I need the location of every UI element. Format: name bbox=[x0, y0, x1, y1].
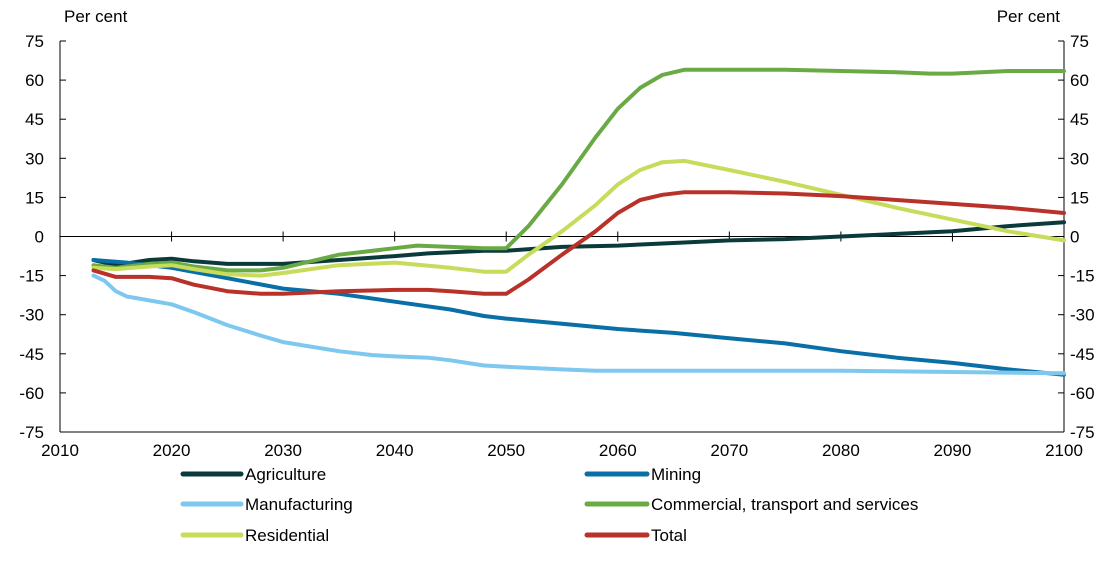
y-tick-label-right: 60 bbox=[1070, 71, 1089, 90]
series-line-total bbox=[91, 190, 1066, 296]
y-tick-label-right: -45 bbox=[1070, 345, 1095, 364]
y-tick-label-left: 15 bbox=[25, 188, 44, 207]
y-tick-label-right: 45 bbox=[1070, 110, 1089, 129]
series-line-agriculture bbox=[91, 220, 1066, 268]
y-tick-label-right: -75 bbox=[1070, 423, 1095, 442]
legend-label-total: Total bbox=[651, 526, 687, 545]
x-tick-label: 2080 bbox=[822, 441, 860, 460]
y-tick-label-left: -45 bbox=[19, 345, 44, 364]
y-tick-label-left: 0 bbox=[35, 228, 44, 247]
series-line-manufacturing bbox=[91, 273, 1066, 376]
x-tick-label: 2060 bbox=[599, 441, 637, 460]
right-axis-unit-label: Per cent bbox=[997, 7, 1061, 26]
x-tick-label: 2070 bbox=[710, 441, 748, 460]
y-tick-label-right: 0 bbox=[1070, 228, 1079, 247]
y-tick-label-right: 30 bbox=[1070, 149, 1089, 168]
legend-label-residential: Residential bbox=[245, 526, 329, 545]
x-tick-label: 2030 bbox=[264, 441, 302, 460]
y-tick-label-left: 45 bbox=[25, 110, 44, 129]
legend-label-commercial-transport-and-services: Commercial, transport and services bbox=[651, 495, 918, 514]
x-tick-label: 2010 bbox=[41, 441, 79, 460]
y-tick-label-left: 60 bbox=[25, 71, 44, 90]
legend-label-mining: Mining bbox=[651, 465, 701, 484]
tick-labels: 75 75 60 60 45 45 30 30 15 15 0 0 -15 -15 -30 -30 -45 -45… bbox=[19, 32, 1094, 460]
y-tick-label-left: 30 bbox=[25, 149, 44, 168]
y-tick-label-right: -15 bbox=[1070, 267, 1095, 286]
x-tick-label: 2050 bbox=[487, 441, 525, 460]
legend-label-agriculture: Agriculture bbox=[245, 465, 326, 484]
y-tick-label-right: 15 bbox=[1070, 188, 1089, 207]
x-tick-label: 2040 bbox=[376, 441, 414, 460]
y-tick-label-left: -75 bbox=[19, 423, 44, 442]
y-tick-label-right: -60 bbox=[1070, 384, 1095, 403]
series-line-residential bbox=[91, 158, 1066, 278]
axes bbox=[59, 40, 1065, 433]
series-line-commercial-transport-and-services bbox=[91, 67, 1066, 273]
y-tick-label-left: -60 bbox=[19, 384, 44, 403]
x-tick-label: 2020 bbox=[153, 441, 191, 460]
left-axis-unit-label: Per cent bbox=[64, 7, 128, 26]
y-tick-label-right: -30 bbox=[1070, 306, 1095, 325]
y-tick-label-left: -15 bbox=[19, 267, 44, 286]
series-line-mining bbox=[91, 258, 1066, 377]
y-tick-label-left: 75 bbox=[25, 32, 44, 51]
x-tick-label: 2090 bbox=[934, 441, 972, 460]
y-tick-label-right: 75 bbox=[1070, 32, 1089, 51]
legend: Agriculture Mining Manufacturing Commercial… bbox=[180, 465, 918, 545]
x-tick-label: 2100 bbox=[1045, 441, 1083, 460]
y-tick-label-left: -30 bbox=[19, 306, 44, 325]
series-lines bbox=[91, 67, 1066, 377]
legend-label-manufacturing: Manufacturing bbox=[245, 495, 353, 514]
